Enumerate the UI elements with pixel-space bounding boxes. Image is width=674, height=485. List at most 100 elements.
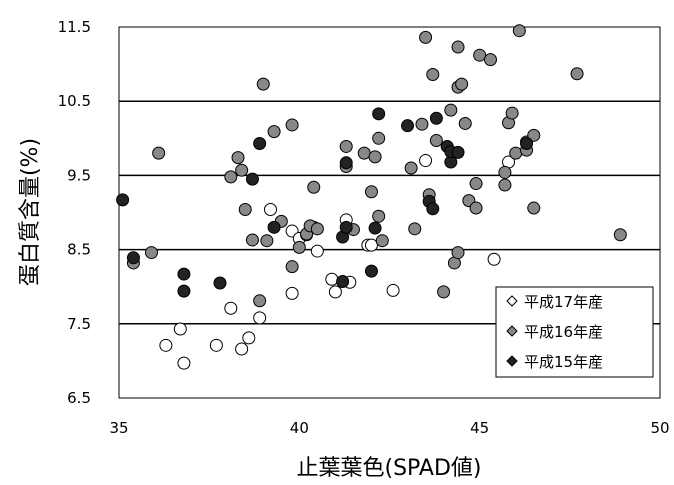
data-point-series-2 [357,146,371,160]
data-point-series-2 [527,201,541,215]
data-point-series-2 [509,146,523,160]
y-tick-labels: 6.5 7.5 8.5 9.5 10.5 11.5 [58,18,91,407]
data-point-series-1 [263,203,277,217]
data-points [116,24,627,370]
data-point-series-3 [368,221,382,235]
data-point-series-3 [429,111,443,125]
data-point-series-2 [426,67,440,81]
legend-marker [506,325,518,337]
legend-marker [506,355,518,367]
legend-label: 平成15年産 [524,353,603,371]
y-tick-label: 6.5 [67,389,91,407]
y-tick-label: 10.5 [58,92,91,110]
data-point-series-2 [238,203,252,217]
data-point-series-2 [224,170,238,184]
data-point-series-2 [444,103,458,117]
data-point-series-2 [451,40,465,54]
data-point-series-1 [487,252,501,266]
data-point-series-3 [339,156,353,170]
data-point-series-2 [307,180,321,194]
x-tick-label: 45 [470,419,489,437]
data-point-series-2 [473,48,487,62]
data-point-series-3 [253,136,267,150]
data-point-series-1 [364,238,378,252]
data-point-series-1 [173,322,187,336]
data-point-series-2 [455,77,469,91]
data-point-series-2 [419,30,433,44]
y-tick-label: 9.5 [67,166,91,184]
data-point-series-2 [231,151,245,165]
data-point-series-2 [512,24,526,38]
data-point-series-3 [177,267,191,281]
data-point-series-2 [267,125,281,139]
y-tick-label: 11.5 [58,18,91,36]
data-point-series-3 [426,202,440,216]
data-point-series-2 [292,240,306,254]
data-point-series-1 [177,356,191,370]
legend-marker [506,295,518,307]
data-point-series-2 [570,67,584,81]
x-tick-label: 40 [290,419,309,437]
data-point-series-1 [328,285,342,299]
data-point-series-2 [368,150,382,164]
data-point-series-3 [451,145,465,159]
data-point-series-1 [310,244,324,258]
data-point-series-2 [375,234,389,248]
data-point-series-2 [498,165,512,179]
y-axis-title: 蛋白質含量(%) [18,138,43,286]
data-point-series-3 [213,276,227,290]
data-point-series-3 [401,119,415,133]
data-point-series-2 [613,228,627,242]
data-point-series-2 [364,185,378,199]
data-point-series-2 [408,222,422,236]
data-point-series-2 [253,294,267,308]
data-point-series-2 [372,209,386,223]
data-point-series-3 [267,220,281,234]
data-point-series-3 [245,172,259,186]
data-point-series-3 [126,251,140,265]
legend-box [495,286,654,378]
data-point-series-3 [364,264,378,278]
y-tick-label: 7.5 [67,315,91,333]
legend-label: 平成16年産 [524,323,603,341]
data-point-series-3 [177,284,191,298]
data-point-series-2 [372,131,386,145]
data-point-series-3 [372,107,386,121]
data-point-series-2 [339,139,353,153]
data-point-series-2 [451,246,465,260]
data-point-series-2 [458,116,472,130]
data-point-series-2 [498,178,512,192]
data-point-series-2 [429,134,443,148]
data-point-series-1 [224,301,238,315]
data-point-series-1 [242,331,256,345]
data-point-series-2 [260,234,274,248]
data-point-series-2 [245,233,259,247]
data-point-series-3 [520,136,534,150]
x-tick-label: 50 [650,419,669,437]
x-tick-labels: 35 40 45 50 [109,419,669,437]
data-point-series-1 [209,338,223,352]
data-point-series-1 [285,286,299,300]
data-point-series-3 [339,220,353,234]
data-point-series-2 [527,128,541,142]
data-point-series-1 [253,311,267,325]
data-point-series-1 [386,283,400,297]
data-point-series-2 [469,177,483,191]
data-point-series-2 [437,285,451,299]
data-point-series-1 [419,154,433,168]
data-point-series-2 [235,163,249,177]
data-point-series-2 [404,161,418,175]
data-point-series-2 [483,53,497,67]
y-tick-label: 8.5 [67,241,91,259]
x-tick-label: 35 [109,419,128,437]
data-point-series-3 [116,193,130,207]
data-point-series-2 [285,260,299,274]
data-point-series-2 [256,77,270,91]
data-point-series-2 [152,146,166,160]
data-point-series-2 [285,118,299,132]
data-point-series-2 [469,201,483,215]
data-point-series-2 [310,222,324,236]
legend-label: 平成17年産 [524,293,603,311]
